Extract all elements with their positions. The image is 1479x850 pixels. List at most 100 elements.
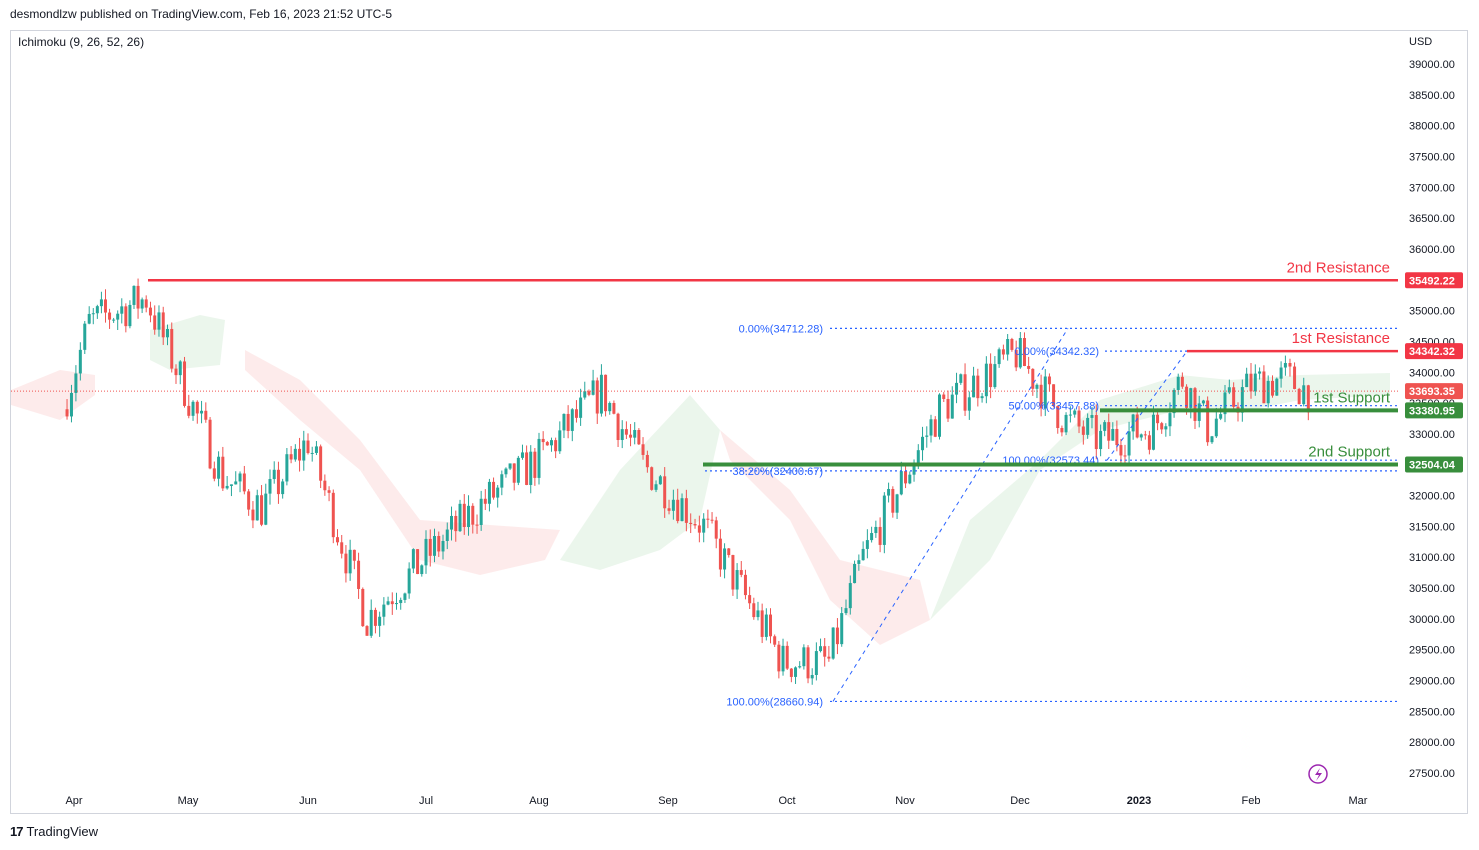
candle-body <box>1068 414 1072 416</box>
candle-body <box>157 312 161 330</box>
candle-body <box>281 481 285 495</box>
candle-body <box>658 476 662 485</box>
level-name-1st-support: 1st Support <box>1313 389 1391 406</box>
candle-body <box>955 382 959 395</box>
chart-frame[interactable] <box>10 30 1468 814</box>
candle-body <box>1131 414 1135 432</box>
candle-body <box>882 495 886 545</box>
y-tick-label: 28000.00 <box>1409 737 1455 749</box>
candle-body <box>1064 414 1068 433</box>
lightning-icon-bolt <box>1315 768 1322 781</box>
candle-body <box>789 668 793 677</box>
candle-body <box>212 468 216 479</box>
indicator-label[interactable]: Ichimoku (9, 26, 52, 26) <box>18 35 145 49</box>
candle-body <box>583 391 587 398</box>
candle-body <box>853 563 857 584</box>
ichimoku-cloud-0 <box>11 370 95 420</box>
candle-body <box>1164 426 1168 430</box>
candle-body <box>306 440 310 454</box>
y-tick-label: 38500.00 <box>1409 90 1455 102</box>
candle-body <box>1185 386 1189 408</box>
candle-body <box>663 476 667 509</box>
candle-body <box>331 492 335 538</box>
y-tick-label: 27500.00 <box>1409 768 1455 780</box>
candle-body <box>684 498 688 523</box>
candle-body <box>1249 373 1253 392</box>
candle-body <box>276 469 280 495</box>
candle-body <box>340 542 344 554</box>
candle-body <box>1127 431 1131 456</box>
candle-body <box>921 436 925 451</box>
candle-body <box>479 498 483 525</box>
candle-body <box>357 560 361 589</box>
candle-body <box>1039 384 1043 409</box>
candle-body <box>1143 434 1147 436</box>
tradingview-logo-icon: 17 <box>10 824 24 839</box>
candle-body <box>238 473 242 482</box>
candle-body <box>599 374 603 414</box>
candle-body <box>445 529 449 542</box>
candle-body <box>545 442 549 446</box>
level-name-2nd-resistance: 2nd Resistance <box>1287 259 1390 276</box>
candle-body <box>382 604 386 617</box>
candle-body <box>1073 410 1077 415</box>
tradingview-footer[interactable]: 17 TradingView <box>10 824 98 839</box>
candle-body <box>336 537 339 543</box>
candle-body <box>433 536 437 556</box>
candle-body <box>810 674 814 679</box>
y-tick-label: 29000.00 <box>1409 676 1455 688</box>
ichimoku-cloud-5 <box>930 373 1390 620</box>
candle-body <box>612 402 616 414</box>
candle-body <box>95 306 99 314</box>
candle-body <box>1147 435 1151 450</box>
candle-body <box>1010 339 1014 350</box>
candle-body <box>654 484 658 490</box>
candle-body <box>310 452 314 454</box>
candle-body <box>802 647 806 667</box>
candle-body <box>161 312 165 338</box>
candle-body <box>831 627 835 659</box>
candle-body <box>454 515 458 532</box>
candle-body <box>984 363 988 397</box>
candle-body <box>247 491 251 510</box>
candle-body <box>689 522 693 525</box>
candle-body <box>187 405 191 416</box>
candle-body <box>798 666 802 668</box>
candle-body <box>407 568 411 594</box>
candle-body <box>229 484 233 486</box>
candle-body <box>403 593 407 600</box>
candle-body <box>1253 373 1257 392</box>
candle-body <box>887 488 891 496</box>
candle-body <box>1056 406 1060 429</box>
price-tag-2nd-support: 32504.04 <box>1409 459 1456 471</box>
candle-body <box>676 499 680 522</box>
candle-body <box>529 451 533 485</box>
price-tag-1st-resistance: 34342.32 <box>1409 346 1455 358</box>
candle-body <box>1297 388 1301 405</box>
candle-body <box>1160 423 1164 430</box>
candle-body <box>848 583 852 609</box>
candle-body <box>946 398 950 419</box>
candle-body <box>289 454 293 460</box>
candle-body <box>641 444 645 455</box>
x-tick-label: Nov <box>895 795 915 807</box>
candle-body <box>1031 368 1035 389</box>
candle-body <box>1018 338 1022 368</box>
candle-body <box>671 499 675 511</box>
candle-body <box>373 609 377 626</box>
candle-body <box>1210 436 1214 443</box>
candle-body <box>144 299 148 308</box>
candle-body <box>1270 380 1274 396</box>
candle-body <box>861 548 865 561</box>
price-tag-1st-support: 33380.95 <box>1409 405 1455 417</box>
lightning-icon[interactable] <box>1308 764 1328 784</box>
candle-body <box>1052 384 1056 407</box>
candle-body <box>65 409 69 417</box>
candle-body <box>112 319 116 321</box>
candle-body <box>1201 400 1205 404</box>
candle-body <box>1223 392 1227 415</box>
y-tick-label: 38000.00 <box>1409 121 1455 133</box>
candle-body <box>959 374 963 383</box>
candle-body <box>1047 376 1051 385</box>
